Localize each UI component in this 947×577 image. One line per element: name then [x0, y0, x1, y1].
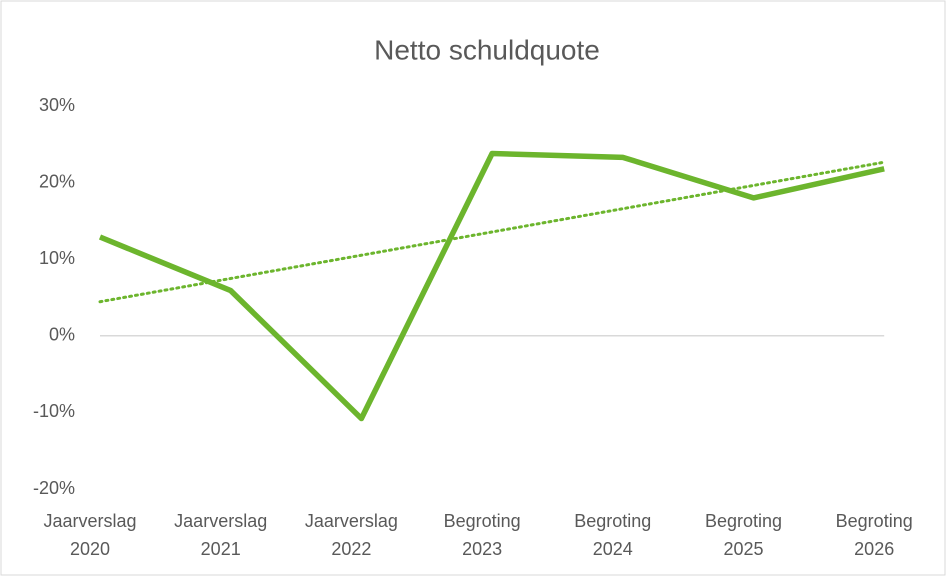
x-tick-label: Begroting: [444, 511, 521, 531]
y-tick-label: -20%: [33, 478, 75, 498]
x-tick-label: 2024: [593, 539, 633, 559]
y-tick-label: -10%: [33, 401, 75, 421]
chart-title: Netto schuldquote: [374, 34, 600, 65]
x-tick-label: 2025: [723, 539, 763, 559]
x-tick-label: Jaarverslag: [174, 511, 267, 531]
x-tick-label: 2022: [331, 539, 371, 559]
x-tick-label: 2020: [70, 539, 110, 559]
y-tick-label: 20%: [39, 171, 75, 191]
x-tick-label: 2021: [201, 539, 241, 559]
x-tick-label: Jaarverslag: [43, 511, 136, 531]
y-tick-label: 0%: [49, 325, 75, 345]
x-tick-label: 2026: [854, 539, 894, 559]
x-tick-label: Begroting: [705, 511, 782, 531]
x-tick-label: Jaarverslag: [305, 511, 398, 531]
data-line: [98, 150, 885, 422]
x-tick-label: 2023: [462, 539, 502, 559]
trendline: [98, 160, 886, 304]
x-tick-label: Begroting: [836, 511, 913, 531]
y-tick-label: 10%: [39, 248, 75, 268]
x-tick-label: Begroting: [574, 511, 651, 531]
y-tick-label: 30%: [39, 95, 75, 115]
